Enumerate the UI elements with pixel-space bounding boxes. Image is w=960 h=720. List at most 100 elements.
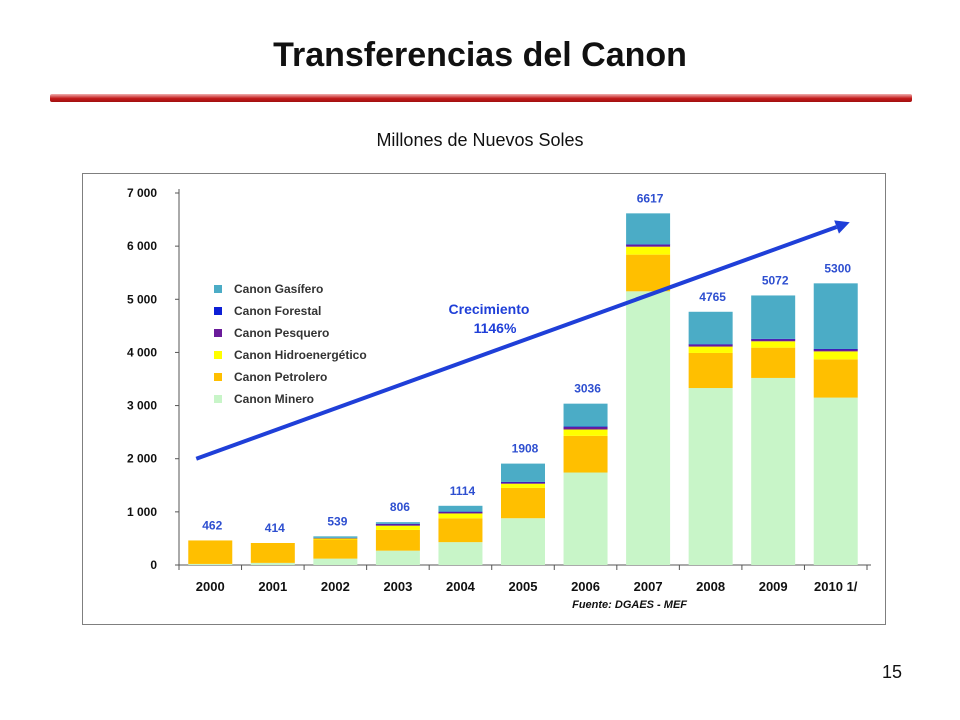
bar-total-label: 4765: [699, 290, 726, 304]
bar-segment-canon-hidroenerg-tico: [501, 483, 545, 488]
source-note: Fuente: DGAES - MEF: [572, 599, 687, 611]
y-tick-label: 7 000: [127, 186, 157, 200]
bar-total-label: 1908: [512, 442, 539, 456]
y-tick-label: 0: [150, 558, 157, 572]
bar-segment-canon-hidroenerg-tico: [313, 538, 358, 540]
x-tick-label: 2002: [321, 579, 350, 594]
page-number: 15: [881, 662, 902, 682]
bar-segment-canon-pesquero: [563, 426, 608, 430]
x-tick-label: 2010 1/: [814, 579, 858, 594]
x-tick-label: 2004: [446, 579, 476, 594]
bar-segment-canon-forestal: [751, 338, 796, 340]
x-tick-label: 2003: [383, 579, 412, 594]
bar-segment-canon-hidroenerg-tico: [438, 513, 483, 519]
x-tick-label: 2008: [696, 579, 725, 594]
y-tick-label: 6 000: [127, 239, 157, 253]
bar-segment-canon-petrolero: [375, 529, 420, 551]
bar-total-label: 539: [327, 514, 347, 528]
x-tick-label: 2007: [634, 579, 663, 594]
growth-arrow-line: [195, 225, 838, 461]
bar-segment-canon-petrolero: [688, 352, 733, 389]
bar-total-label: 1114: [450, 484, 476, 498]
bar-segment-canon-petrolero: [313, 539, 358, 559]
growth-annotation-line1: Crecimiento: [449, 301, 530, 317]
chart-subtitle: Millones de Nuevos Soles: [376, 130, 584, 150]
bar-segment-canon-minero: [626, 291, 671, 565]
bar-segment-canon-gas-fero: [688, 311, 733, 345]
bar-segment-canon-hidroenerg-tico: [626, 246, 671, 255]
bar-segment-canon-forestal: [563, 426, 608, 428]
legend-label: Canon Minero: [234, 392, 314, 406]
y-tick-label: 3 000: [127, 399, 157, 413]
legend-label: Canon Hidroenergético: [234, 348, 367, 362]
bar-segment-canon-minero: [375, 550, 420, 565]
y-tick-label: 5 000: [127, 292, 157, 306]
bar-segment-canon-petrolero: [626, 254, 671, 292]
bar-segment-canon-minero: [688, 388, 733, 565]
bar-segment-canon-pesquero: [626, 244, 671, 247]
x-tick-label: 2009: [759, 579, 788, 594]
y-tick-label: 4 000: [127, 345, 157, 359]
x-tick-label: 2000: [196, 579, 225, 594]
bar-segment-canon-gas-fero: [313, 536, 358, 538]
chart-frame: 0 1 000 2 000 3 000 4 000 5 000 6 000 7 000 462…: [82, 173, 886, 625]
bar-segment-canon-hidroenerg-tico: [375, 525, 420, 530]
bar-segment-canon-petrolero: [438, 518, 483, 543]
bar-segment-canon-gas-fero: [501, 463, 545, 482]
bar-total-label: 462: [202, 518, 222, 532]
bar-segment-canon-petrolero: [501, 487, 545, 519]
bar-total-label: 3036: [574, 382, 601, 396]
legend-swatch: [214, 395, 222, 403]
bar-total-label: 414: [265, 521, 285, 535]
legend-swatch: [214, 307, 222, 315]
bar-segment-canon-hidroenerg-tico: [751, 341, 796, 348]
bar-segment-canon-petrolero: [250, 542, 295, 563]
bar-segment-canon-pesquero: [688, 344, 733, 347]
bar-segment-canon-forestal: [375, 523, 420, 525]
legend-label: Canon Petrolero: [234, 370, 327, 384]
bar-segment-canon-pesquero: [751, 339, 796, 342]
bar-segment-canon-gas-fero: [375, 522, 420, 524]
growth-arrow-head: [834, 220, 850, 234]
legend-swatch: [214, 351, 222, 359]
legend-label: Canon Forestal: [234, 304, 321, 318]
bar-segment-canon-pesquero: [313, 537, 358, 539]
bar-segment-canon-minero: [313, 558, 358, 565]
bar-segment-canon-petrolero: [813, 359, 858, 398]
bar-segment-canon-forestal: [688, 344, 733, 345]
bar-segment-canon-gas-fero: [626, 213, 671, 245]
bar-segment-canon-gas-fero: [438, 505, 483, 512]
bar-segment-canon-minero: [813, 397, 858, 565]
bar-segment-canon-pesquero: [438, 511, 483, 514]
bar-segment-canon-minero: [501, 518, 545, 565]
bar-total-label: 6617: [637, 191, 664, 205]
legend-swatch: [214, 329, 222, 337]
y-tick-label: 2 000: [127, 452, 157, 466]
slide-title: Transferencias del Canon: [273, 36, 687, 74]
bar-segment-canon-minero: [250, 562, 295, 565]
bar-segment-canon-forestal: [813, 348, 858, 350]
x-tick-label: 2005: [509, 579, 538, 594]
bar-segment-canon-pesquero: [813, 349, 858, 352]
bar-segment-canon-pesquero: [501, 482, 545, 484]
legend-label: Canon Pesquero: [234, 326, 329, 340]
bar-total-label: 5300: [824, 261, 851, 275]
chart-canvas: 0 1 000 2 000 3 000 4 000 5 000 6 000 7 000 462…: [127, 186, 871, 611]
bar-segment-canon-hidroenerg-tico: [813, 351, 858, 360]
bar-segment-canon-petrolero: [188, 540, 233, 564]
bar-segment-canon-hidroenerg-tico: [563, 429, 608, 436]
bar-total-label: 5072: [762, 273, 789, 287]
bar-segment-canon-pesquero: [375, 524, 420, 526]
legend-swatch: [214, 373, 222, 381]
bar-segment-canon-petrolero: [751, 347, 796, 378]
x-tick-label: 2001: [258, 579, 287, 594]
bar-segment-canon-hidroenerg-tico: [688, 346, 733, 353]
bar-segment-canon-minero: [188, 563, 233, 565]
bar-segment-canon-minero: [438, 542, 483, 565]
y-tick-label: 1 000: [127, 505, 157, 519]
legend-swatch: [214, 285, 222, 293]
bar-segment-canon-forestal: [626, 244, 671, 245]
bar-total-label: 806: [390, 500, 410, 514]
title-underline: [50, 94, 912, 102]
bar-segment-canon-gas-fero: [751, 295, 796, 339]
